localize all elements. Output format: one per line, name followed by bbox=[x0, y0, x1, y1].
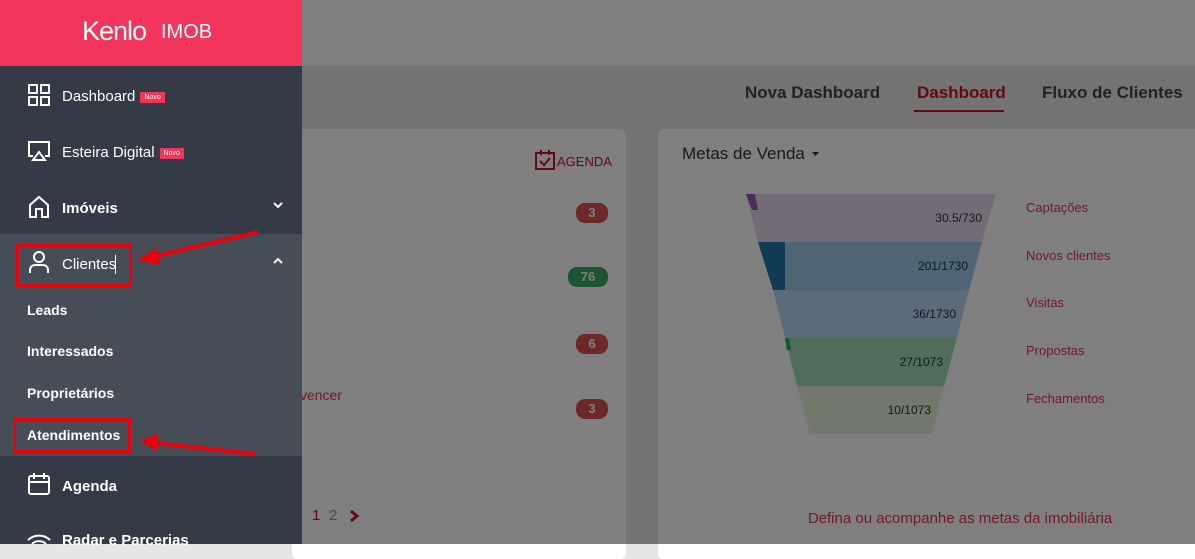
submenu-item[interactable]: Atendimentos bbox=[27, 427, 121, 443]
home-icon bbox=[29, 195, 49, 218]
radar-icon bbox=[27, 534, 51, 544]
sidebar: Kenlo IMOB Dashboard Novo Esteira Digital… bbox=[0, 0, 302, 549]
menu-item[interactable]: Imóveis bbox=[62, 200, 118, 217]
logo-brand: Kenlo bbox=[82, 16, 147, 46]
menu-label: Esteira Digital bbox=[62, 144, 155, 161]
menu-item[interactable]: Dashboard Novo bbox=[62, 88, 165, 105]
chevron-up bbox=[273, 257, 283, 264]
highlight-box bbox=[16, 244, 132, 287]
text-cursor bbox=[115, 255, 116, 274]
chevron-down bbox=[273, 202, 283, 209]
submenu-item[interactable]: Leads bbox=[27, 302, 68, 318]
menu-item[interactable]: Clientes bbox=[62, 256, 117, 273]
logo-product: IMOB bbox=[161, 21, 213, 43]
new-badge: Novo bbox=[140, 91, 165, 103]
menu-item[interactable]: Agenda bbox=[62, 478, 118, 495]
calendar-icon bbox=[28, 473, 50, 495]
highlight-box bbox=[13, 418, 131, 453]
annotation-arrows bbox=[137, 230, 259, 456]
submenu-item[interactable]: Proprietários bbox=[27, 385, 115, 401]
menu-item[interactable]: Esteira Digital Novo bbox=[62, 144, 184, 161]
esteira-icon bbox=[28, 141, 50, 161]
menu-label: Dashboard bbox=[62, 88, 136, 105]
user-icon bbox=[29, 251, 49, 273]
new-badge: Novo bbox=[159, 147, 184, 159]
modal-overlay[interactable] bbox=[302, 0, 1195, 544]
submenu-item[interactable]: Interessados bbox=[27, 343, 114, 359]
dashboard-icon bbox=[28, 84, 50, 106]
logo: Kenlo IMOB bbox=[0, 0, 302, 66]
